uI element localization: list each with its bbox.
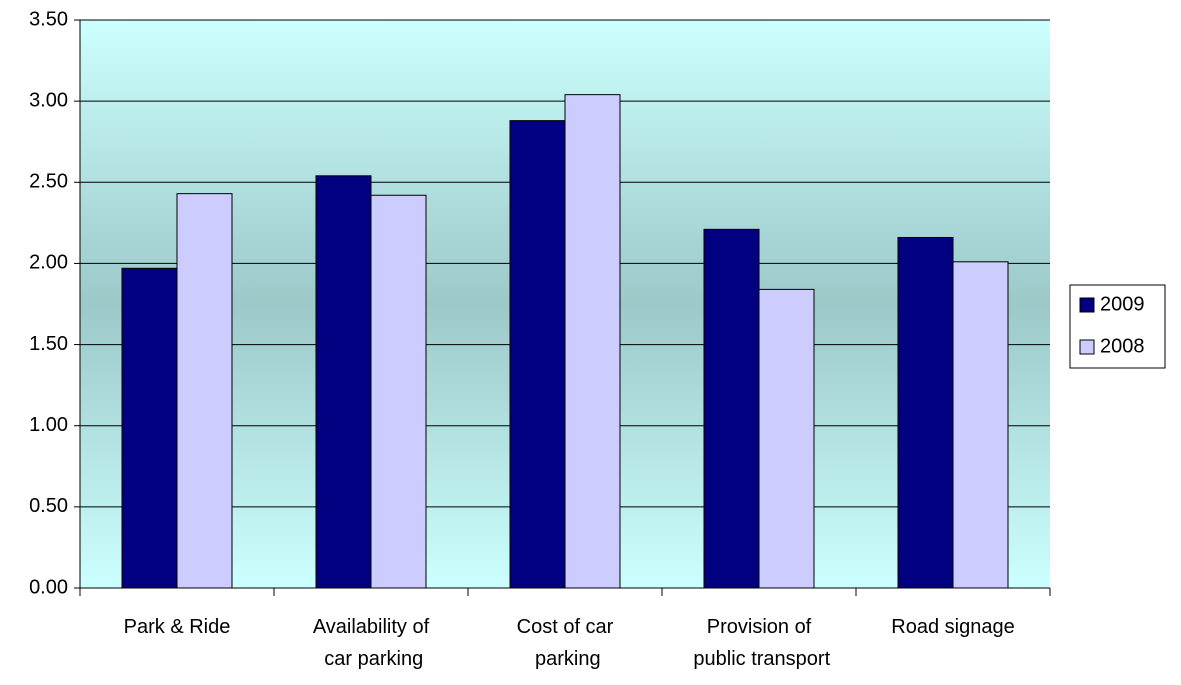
y-tick-label: 1.00 (29, 414, 68, 436)
y-tick-label: 1.50 (29, 333, 68, 355)
y-tick-label: 3.00 (29, 89, 68, 111)
bar (315, 175, 372, 589)
x-tick-label: Cost of car parking (517, 616, 614, 670)
bar (509, 120, 566, 589)
bar (564, 94, 621, 589)
bar (758, 288, 815, 589)
y-tick-label: 0.00 (29, 576, 68, 598)
y-tick-label: 2.00 (29, 252, 68, 274)
legend-label: 2008 (1100, 335, 1145, 357)
bar (703, 228, 760, 589)
bar (897, 236, 954, 589)
x-tick-label: Park & Ride (124, 616, 231, 638)
x-tick-label: Availability of car parking (313, 616, 430, 670)
legend-swatch (1079, 339, 1095, 355)
x-tick-label: Road signage (891, 616, 1014, 638)
y-tick-label: 2.50 (29, 171, 68, 193)
legend-swatch (1079, 297, 1095, 313)
x-tick-label: Provision of public transport (688, 616, 831, 670)
bar (176, 193, 233, 589)
bar (121, 267, 178, 589)
bar (370, 194, 427, 589)
bar (952, 261, 1009, 589)
y-tick-label: 3.50 (29, 8, 68, 30)
legend-label: 2009 (1100, 293, 1145, 315)
y-tick-label: 0.50 (29, 495, 68, 517)
